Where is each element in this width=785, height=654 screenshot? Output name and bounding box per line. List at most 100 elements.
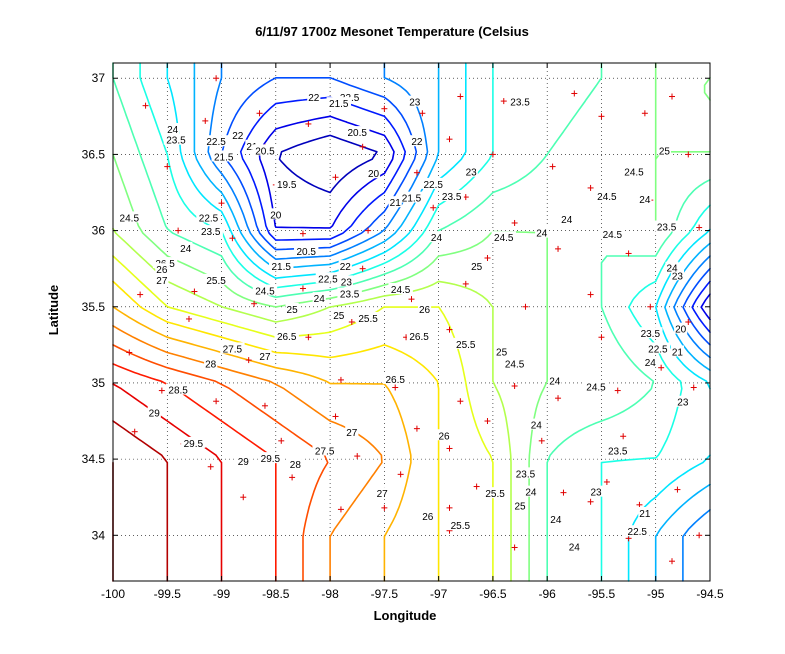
y-axis-label: Latitude	[46, 285, 61, 336]
station-marker	[500, 98, 507, 105]
contour-label-bg	[429, 231, 444, 243]
station-marker	[359, 265, 366, 272]
contour-label-bg	[285, 302, 299, 314]
station-marker	[446, 326, 453, 333]
contour-label-bg	[355, 311, 381, 323]
contour-label-bg	[643, 356, 657, 368]
contour-label: 23	[466, 168, 478, 179]
contour-label: 24	[167, 125, 179, 136]
station-marker	[473, 483, 480, 490]
contour-label: 29.5	[184, 439, 204, 450]
contour-label: 21.5	[272, 262, 292, 273]
contour-label: 28	[290, 460, 302, 471]
station-marker	[571, 90, 578, 97]
station-marker	[229, 235, 236, 242]
station-marker	[511, 219, 518, 226]
station-marker	[337, 506, 344, 513]
contour-label: 23	[341, 277, 353, 288]
contour-label-bg	[464, 165, 478, 177]
station-marker	[213, 398, 220, 405]
contour-label: 27	[346, 428, 358, 439]
contour-label: 23.5	[340, 290, 360, 301]
contour-label: 23.5	[442, 192, 462, 203]
contour-line-21.5	[221, 77, 711, 346]
station-marker	[256, 110, 263, 117]
contour-label-bg	[507, 95, 533, 107]
contour-label-bg	[502, 357, 527, 369]
contour-label: 20	[270, 210, 282, 221]
contour-label-bg	[332, 308, 346, 320]
station-markers	[120, 75, 703, 565]
contour-label: 20	[368, 169, 380, 180]
station-marker	[251, 300, 258, 307]
station-marker	[522, 303, 529, 310]
contour-label-bg	[491, 231, 516, 243]
x-tick-label: -96	[539, 587, 557, 601]
contour-label: 24	[666, 264, 678, 275]
x-tick-label: -95.5	[588, 587, 616, 601]
station-marker	[690, 384, 697, 391]
contour-label: 22.5	[648, 344, 668, 355]
station-marker	[240, 494, 247, 501]
contour-label-bg	[670, 345, 685, 357]
contour-label-bg	[326, 97, 351, 109]
contour-line-29	[112, 420, 169, 582]
station-marker	[457, 398, 464, 405]
y-tick-label: 34.5	[82, 452, 106, 466]
contour-label: 22	[411, 137, 423, 148]
contour-label: 25	[514, 501, 526, 512]
contour-label: 27	[259, 352, 271, 363]
contour-label-bg	[421, 177, 446, 189]
contour-label-bg	[147, 406, 161, 418]
contour-label-bg	[258, 452, 283, 464]
station-marker	[620, 433, 627, 440]
contour-label-bg	[453, 337, 478, 349]
station-marker	[555, 395, 562, 402]
contour-label: 23	[590, 488, 602, 499]
contour-label: 27.5	[315, 447, 335, 458]
station-marker	[261, 402, 268, 409]
contour-label-bg	[252, 284, 278, 296]
contour-label-bg	[345, 126, 370, 138]
contour-label: 26.5	[385, 375, 405, 386]
contour-label-bg	[605, 444, 630, 456]
contour-label: 25.5	[485, 489, 505, 500]
contour-label-bg	[638, 193, 652, 205]
station-marker	[413, 169, 420, 176]
contour-line-20	[278, 134, 378, 194]
contour-label-bg	[294, 244, 319, 256]
contour-label: 29.5	[261, 454, 281, 465]
contour-label: 23	[672, 271, 684, 282]
contour-label-bg	[524, 485, 538, 497]
contour-label: 25	[471, 262, 483, 273]
x-tick-label: -96.5	[479, 587, 507, 601]
station-marker	[131, 428, 138, 435]
station-marker	[658, 364, 665, 371]
station-marker	[245, 357, 252, 364]
contour-label: 23.5	[510, 98, 530, 109]
contour-line-27	[112, 325, 383, 582]
contour-label: 20.5	[347, 128, 367, 139]
contour-label-bg	[583, 380, 609, 392]
station-marker	[446, 445, 453, 452]
contour-label-bg	[470, 260, 484, 272]
station-marker	[636, 501, 643, 508]
y-tick-label: 35.5	[82, 300, 106, 314]
contour-label-bg	[274, 177, 299, 189]
station-marker	[381, 105, 388, 112]
contour-label-bg	[437, 429, 451, 441]
contour-label: 21	[639, 509, 651, 520]
contour-label: 26	[419, 305, 431, 316]
x-tick-label: -99	[213, 587, 231, 601]
contour-label-bg	[338, 260, 352, 272]
station-marker	[647, 303, 654, 310]
station-marker	[560, 489, 567, 496]
contour-label-bg	[155, 263, 169, 275]
contour-label-bg	[288, 458, 302, 470]
station-marker	[158, 387, 165, 394]
contour-label: 23.5	[608, 447, 628, 458]
contour-label: 24	[536, 229, 548, 240]
contour-label: 25.5	[358, 314, 378, 325]
contour-label: 25.5	[206, 276, 226, 287]
contour-label: 24.5	[391, 285, 411, 296]
